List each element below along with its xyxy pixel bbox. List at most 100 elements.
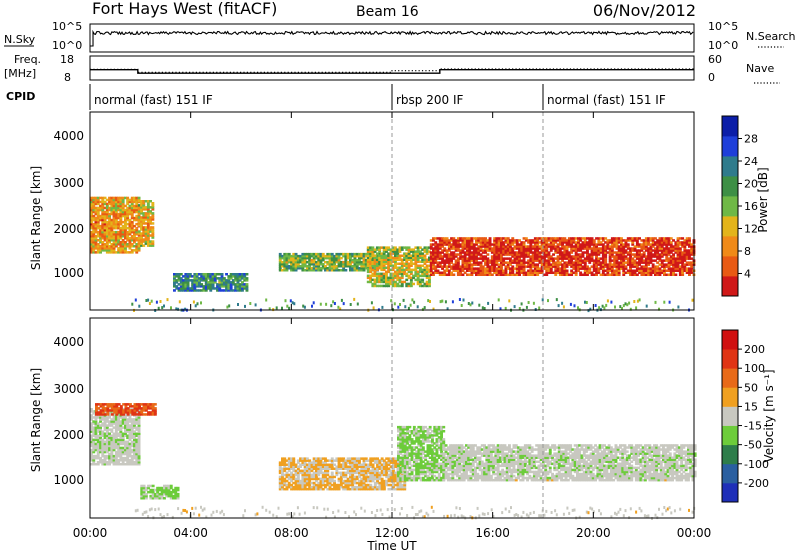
heatmap-cell (169, 494, 173, 498)
heatmap-cell (105, 456, 109, 460)
heatmap-cell (333, 463, 336, 466)
heatmap-cell (445, 239, 449, 242)
heatmap-cell (346, 457, 350, 460)
heatmap-cell (179, 289, 183, 292)
heatmap-cell (497, 263, 501, 266)
heatmap-cell (672, 255, 675, 258)
heatmap-cell (335, 467, 339, 470)
heatmap-cell (565, 253, 569, 256)
heatmap-cell (538, 259, 542, 262)
heatmap-cell (538, 241, 542, 244)
heatmap-cell (588, 253, 592, 256)
heatmap-cell (326, 263, 330, 266)
heatmap-cell (294, 471, 298, 475)
heatmap-cell (101, 430, 105, 433)
heatmap-cell (337, 463, 341, 466)
heatmap-cell (99, 450, 102, 454)
heatmap-cell (502, 269, 506, 272)
heatmap-cell (387, 268, 391, 272)
heatmap-cell (140, 220, 143, 223)
heatmap-cell (305, 269, 309, 272)
heatmap-cell (105, 245, 109, 248)
heatmap-cell (151, 216, 155, 219)
heatmap-cell (108, 438, 111, 442)
heatmap-cell (278, 467, 282, 470)
heatmap-cell (333, 483, 336, 487)
heatmap-cell (99, 237, 102, 240)
heatmap-cell (554, 237, 558, 240)
heatmap-scatter (291, 301, 294, 305)
heatmap-cell (371, 248, 375, 251)
heatmap-cell (472, 259, 476, 262)
heatmap-cell (281, 263, 284, 266)
heatmap-cell (366, 254, 370, 257)
heatmap-cell (92, 434, 96, 437)
heatmap-cell (463, 241, 467, 244)
heatmap-cell (642, 253, 646, 256)
heatmap-cell (179, 283, 183, 286)
heatmap-cell (479, 249, 483, 252)
heatmap-cell (570, 249, 574, 252)
heatmap-cell (191, 281, 195, 284)
heatmap-cell (344, 252, 348, 256)
heatmap-cell (133, 405, 137, 408)
heatmap-cell (531, 269, 535, 272)
heatmap-cell (479, 247, 483, 250)
heatmap-cell (130, 204, 134, 208)
heatmap-cell (423, 248, 427, 251)
heatmap-cell (385, 262, 388, 265)
heatmap-cell (238, 277, 242, 280)
heatmap-cell (558, 239, 562, 242)
heatmap-cell (231, 273, 235, 276)
heatmap-cell (454, 265, 458, 268)
heatmap-cell (94, 220, 98, 224)
heatmap-cell (396, 256, 400, 259)
heatmap-cell (443, 241, 447, 244)
heatmap-cell (191, 285, 195, 288)
heatmap-cell (674, 263, 678, 266)
heatmap-cell (414, 256, 418, 259)
heatmap-cell (308, 463, 312, 466)
heatmap-scatter (370, 301, 373, 305)
heatmap-cell (405, 248, 409, 251)
heatmap-cell (649, 261, 653, 264)
heatmap-cell (617, 265, 621, 268)
heatmap-cell (590, 249, 594, 252)
heatmap-cell (130, 200, 134, 204)
heatmap-cell (281, 459, 284, 462)
heatmap-cell (629, 249, 632, 252)
heatmap-cell (92, 422, 96, 425)
heatmap-cell (561, 239, 564, 242)
heatmap-cell (375, 248, 379, 251)
heatmap-cell (355, 477, 359, 481)
heatmap-cell (416, 248, 420, 251)
heatmap-cell (114, 210, 118, 214)
heatmap-cell (608, 247, 612, 250)
heatmap-cell (577, 243, 580, 246)
heatmap-cell (114, 222, 118, 226)
heatmap-cell (112, 459, 116, 462)
heatmap-cell (629, 237, 632, 240)
heatmap-cell (570, 239, 574, 242)
heatmap-cell (135, 461, 139, 464)
heatmap-cell (92, 430, 96, 433)
heatmap-cell (200, 273, 204, 276)
heatmap-cell (333, 256, 336, 260)
heatmap-cell (416, 278, 420, 282)
heatmap-cell (113, 407, 117, 410)
heatmap-cell (124, 407, 128, 410)
heatmap-cell (400, 270, 404, 274)
heatmap-cell (375, 272, 379, 276)
heatmap-cell (663, 273, 666, 276)
heatmap-cell (597, 261, 601, 264)
heatmap-cell (409, 284, 413, 288)
heatmap-cell (126, 459, 130, 462)
heatmap-cell (364, 473, 368, 477)
heatmap-cell (128, 200, 132, 204)
heatmap-cell (96, 208, 100, 212)
heatmap-cell (147, 405, 150, 408)
heatmap-cell (169, 492, 173, 496)
heatmap-cell (421, 256, 425, 259)
heatmap-scatter (409, 303, 412, 307)
heatmap-cell (617, 245, 621, 248)
